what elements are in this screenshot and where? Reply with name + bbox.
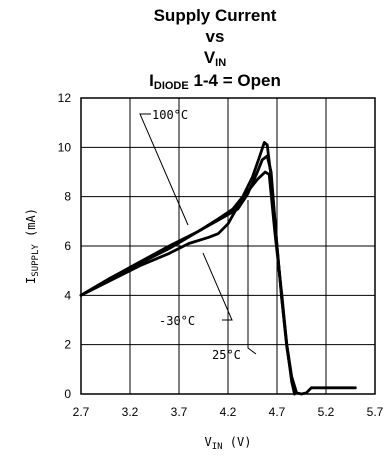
x-tick-label: 5.2: [318, 405, 335, 419]
x-axis-label-main: V: [205, 435, 212, 449]
y-tick-label: 8: [64, 190, 71, 204]
y-axis-label-rest: (mA): [24, 208, 38, 244]
chart-title-line4-main: I: [149, 71, 154, 90]
plot-frame: [80, 97, 376, 395]
chart-title-line2: vs: [206, 27, 225, 46]
x-tick-label: 2.7: [73, 405, 90, 419]
y-tick-label: 10: [58, 140, 72, 154]
chart-title-line3-main: V: [204, 48, 216, 67]
chart-title-line4-sub: DIODE: [154, 80, 189, 92]
y-axis-label-sub: SUPPLY: [31, 244, 41, 277]
leader-neg30c: [202, 252, 233, 321]
x-axis-label-sub: IN: [212, 442, 223, 452]
y-tick-label: 2: [64, 338, 71, 352]
x-tick-labels: 2.7 3.2 3.7 4.2 4.7 5.2 5.7: [73, 405, 384, 419]
leader-100c: [139, 113, 189, 226]
x-axis-label-rest: (V): [223, 435, 252, 449]
chart-title-line3-sub: IN: [215, 57, 226, 69]
chart-title-line4-rest: 1-4 = Open: [189, 71, 281, 90]
series-line-100c: [79, 140, 297, 396]
x-tick-label: 5.7: [367, 405, 384, 419]
y-axis-label: ISUPPLY (mA): [24, 208, 41, 284]
y-tick-label: 6: [64, 239, 71, 253]
y-tick-label: 12: [58, 91, 72, 105]
series-lines: [79, 140, 357, 396]
x-axis-label: VIN (V): [205, 435, 252, 452]
annotation-100c: 100°C: [152, 108, 188, 122]
y-tick-labels: 0 2 4 6 8 10 12: [58, 91, 72, 401]
leader-25c: [247, 200, 257, 355]
y-tick-label: 0: [64, 387, 71, 401]
x-tick-label: 4.2: [220, 405, 237, 419]
series-line-neg30c: [79, 170, 297, 396]
chart-title-line1: Supply Current: [154, 6, 277, 25]
x-tick-label: 3.7: [171, 405, 188, 419]
y-axis-label-main: I: [24, 277, 38, 284]
x-tick-label: 4.7: [269, 405, 286, 419]
annotation-25c: 25°C: [212, 348, 241, 362]
chart-title-line4: IDIODE 1-4 = Open: [149, 71, 281, 92]
annotation-neg30c: -30°C: [159, 314, 195, 328]
y-tick-label: 4: [64, 288, 71, 302]
series-line-25c: [79, 154, 357, 396]
chart-title-line3: VIN: [204, 48, 226, 69]
x-tick-label: 3.2: [122, 405, 139, 419]
